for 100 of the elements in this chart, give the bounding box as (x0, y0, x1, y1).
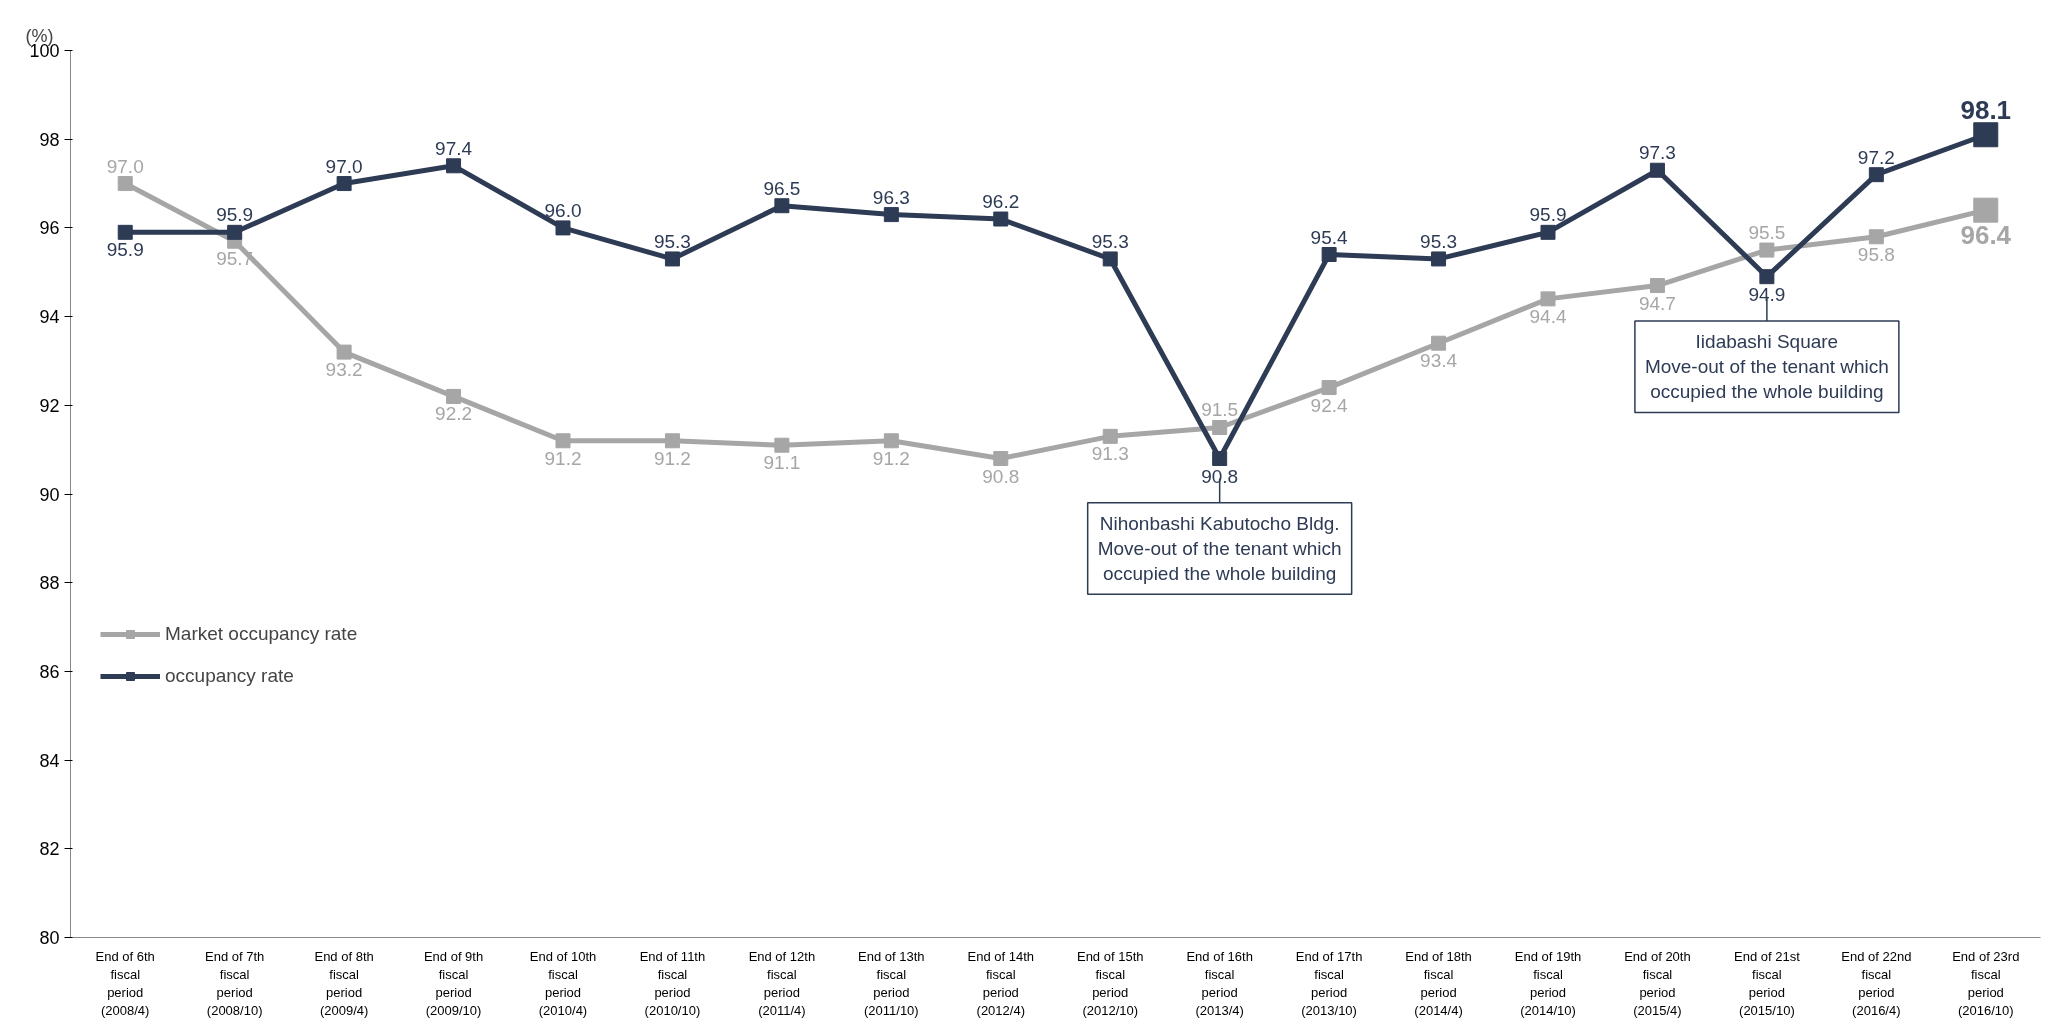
x-tick-label: End of 20th fiscal period (2015/4) (1624, 948, 1691, 1018)
x-tick-label: End of 18th fiscal period (2014/4) (1405, 948, 1472, 1018)
point (555, 433, 571, 449)
data-label: 92.4 (1310, 394, 1349, 416)
y-tick-label: 84 (39, 750, 60, 771)
point (1649, 162, 1665, 178)
point (993, 211, 1009, 227)
data-label: 91.2 (544, 447, 582, 469)
data-label: 92.2 (435, 403, 473, 425)
point (883, 433, 899, 449)
point (664, 433, 680, 449)
x-tick-label: End of 17th fiscal period (2013/10) (1295, 948, 1363, 1018)
x-tick-label: End of 15th fiscal period (2012/10) (1076, 948, 1144, 1018)
data-label: 97.2 (1857, 146, 1895, 168)
data-label: 95.9 (106, 239, 144, 261)
y-tick-label: 80 (39, 928, 60, 948)
x-tick-label: End of 14th fiscal period (2012/4) (967, 948, 1035, 1018)
x-tick-label: End of 23rd fiscal period (2016/10) (1952, 948, 2020, 1018)
x-tick-label: End of 11th fiscal period (2010/10) (639, 948, 706, 1018)
data-label: 98.1 (1960, 94, 2012, 125)
point (446, 388, 462, 404)
point (446, 158, 462, 174)
point (555, 220, 571, 236)
data-label: 96.5 (763, 177, 801, 199)
point (336, 176, 352, 192)
y-tick-label: 94 (39, 307, 60, 328)
data-label: 95.3 (1420, 230, 1458, 252)
y-tick-label: 88 (39, 573, 60, 594)
point (1759, 242, 1775, 258)
point (1868, 167, 1884, 183)
data-label: 97.0 (106, 155, 144, 177)
point (1431, 251, 1447, 267)
y-tick-label: 96 (39, 218, 60, 239)
x-tick-label: End of 9th fiscal period (2009/10) (423, 948, 484, 1018)
data-label: 91.3 (1091, 443, 1129, 465)
y-tick-label: 92 (39, 395, 60, 416)
annotation: Nihonbashi Kabutocho Bldg. Move-out of the tenant which occupied the whole building (1097, 512, 1342, 585)
point (774, 437, 790, 453)
point (117, 224, 133, 240)
point (117, 176, 133, 192)
data-label: 94.7 (1638, 292, 1676, 314)
x-tick-label: End of 6th fiscal period (2008/4) (95, 948, 155, 1018)
data-label: 95.4 (1310, 226, 1349, 248)
x-tick-label: End of 16th fiscal period (2013/4) (1186, 948, 1253, 1018)
y-tick-label: 86 (39, 661, 60, 682)
point (1212, 419, 1228, 435)
point (1102, 251, 1118, 267)
data-label: 93.2 (325, 359, 363, 381)
point (1868, 229, 1884, 245)
data-label: 97.3 (1638, 142, 1676, 164)
point (993, 451, 1009, 467)
x-tick-label: End of 22nd fiscal period (2016/4) (1841, 948, 1912, 1018)
data-label: 90.8 (982, 465, 1020, 487)
x-tick-label: End of 12th fiscal period (2011/4) (748, 948, 816, 1018)
annotation: Iidabashi Square Move-out of the tenant which occupied the whole building (1644, 331, 1889, 403)
data-label: 95.5 (1748, 222, 1786, 244)
x-tick-label: End of 8th fiscal period (2009/4) (314, 948, 374, 1018)
x-tick-label: End of 7th fiscal period (2008/10) (205, 948, 265, 1018)
x-tick-label: End of 13th fiscal period (2011/10) (858, 948, 925, 1018)
point (227, 224, 243, 240)
point (336, 344, 352, 360)
point (664, 251, 680, 267)
point (883, 207, 899, 223)
y-tick-label: 98 (39, 129, 60, 150)
data-label: 97.0 (325, 155, 363, 177)
data-label: 96.2 (982, 191, 1020, 213)
data-label: 90.8 (1201, 465, 1239, 487)
point (1102, 428, 1118, 444)
data-label: 96.4 (1960, 220, 2012, 251)
data-label: 91.5 (1201, 399, 1239, 421)
data-label: 95.9 (216, 204, 254, 226)
data-label: 96.0 (544, 199, 582, 221)
legend-label: occupancy rate (165, 665, 294, 687)
data-label: 95.8 (1857, 243, 1895, 265)
x-tick-label: End of 19th fiscal period (2014/10) (1514, 948, 1582, 1018)
data-label: 93.4 (1420, 350, 1458, 372)
data-label: 91.2 (653, 447, 691, 469)
data-label: 95.3 (1091, 230, 1129, 252)
point (1540, 291, 1556, 307)
y-tick-label: 82 (39, 839, 60, 860)
data-label: 94.4 (1529, 305, 1567, 327)
legend-label: Market occupancy rate (165, 623, 358, 645)
data-label: 91.1 (763, 452, 801, 474)
x-tick-label: End of 21st fiscal period (2015/10) (1734, 948, 1801, 1018)
data-label: 95.3 (653, 230, 691, 252)
point (1759, 269, 1775, 285)
point (1649, 278, 1665, 294)
point (1321, 247, 1337, 263)
data-label: 91.2 (872, 447, 910, 469)
point (1540, 224, 1556, 240)
data-label: 96.3 (872, 186, 910, 208)
data-label: 95.9 (1529, 204, 1567, 226)
y-tick-label: 90 (39, 484, 60, 505)
point (774, 198, 790, 214)
point (1431, 335, 1447, 351)
data-label: 97.4 (435, 137, 473, 159)
point (1321, 380, 1337, 396)
x-tick-label: End of 10th fiscal period (2010/4) (529, 948, 597, 1018)
point (1212, 451, 1228, 467)
data-label: 94.9 (1748, 283, 1786, 305)
